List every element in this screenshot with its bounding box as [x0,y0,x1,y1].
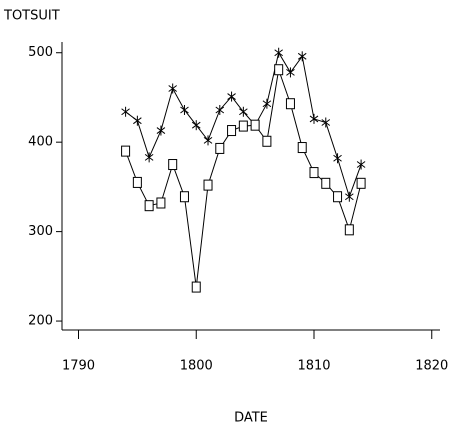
asterisk-stroke [356,161,366,168]
asterisk-marker [345,191,354,202]
x-tick-label: 1800 [180,359,213,374]
square-marker [356,177,366,189]
asterisk-marker [133,115,142,126]
asterisk-marker [144,152,154,163]
square-marker [344,224,354,236]
square-marker [285,98,295,110]
square-marker [156,197,166,209]
y-axis-label: TOTSUIT [3,9,60,24]
y-tick-label: 200 [28,314,53,329]
square-marker [309,167,319,179]
square-marker [203,179,213,191]
asterisk-marker [168,83,177,94]
square-marker [321,177,331,189]
asterisk-marker [356,159,366,170]
x-tick-label: 1790 [62,359,95,374]
x-tick-label: 1820 [415,359,448,374]
asterisk-stroke [121,108,130,116]
asterisk-marker [297,51,307,62]
asterisk-stroke [345,193,354,201]
asterisk-stroke [262,100,272,108]
square-marker [274,64,284,76]
asterisk-marker [239,106,248,117]
asterisk-marker [262,98,272,109]
asterisk-marker [180,104,189,115]
asterisk-stroke [203,136,213,144]
asterisk-marker [321,117,331,128]
square-marker [168,159,178,171]
asterisk-marker [274,47,283,58]
asterisk-stroke [180,106,189,114]
asterisk-marker [286,67,295,78]
square-marker [215,142,225,154]
square-marker [262,135,272,147]
asterisk-stroke [144,153,154,161]
asterisk-marker [227,91,236,102]
asterisk-marker [215,104,225,115]
asterisk-stroke [274,49,283,57]
square-marker [121,145,131,157]
asterisk-marker [309,113,319,124]
x-axis-label: DATE [234,411,268,426]
square-marker [333,191,343,203]
y-tick-label: 300 [28,224,53,239]
square-marker [179,191,189,203]
asterisk-stroke [321,119,331,126]
asterisk-stroke [156,127,166,134]
square-marker [227,125,237,137]
y-tick-label: 400 [28,135,53,150]
asterisk-marker [203,135,213,146]
square-marker [297,142,307,154]
asterisk-stroke [297,52,307,60]
square-marker [191,281,201,293]
square-marker [250,119,260,131]
asterisk-stroke [286,69,295,76]
asterisk-stroke [239,108,248,116]
square-marker [132,176,142,188]
asterisk-stroke [133,117,142,125]
y-tick-label: 500 [28,45,53,60]
asterisk-stroke [215,106,225,114]
asterisk-marker [156,125,166,136]
asterisk-marker [191,120,201,131]
square-marker [238,120,248,132]
asterisk-stroke [333,154,342,162]
asterisk-marker [121,106,130,117]
asterisk-stroke [191,121,201,129]
asterisk-stroke [168,85,177,92]
square-marker [144,200,154,212]
x-tick-label: 1810 [297,359,330,374]
asterisk-stroke [309,115,319,123]
asterisk-marker [333,153,342,164]
asterisk-stroke [227,93,236,100]
